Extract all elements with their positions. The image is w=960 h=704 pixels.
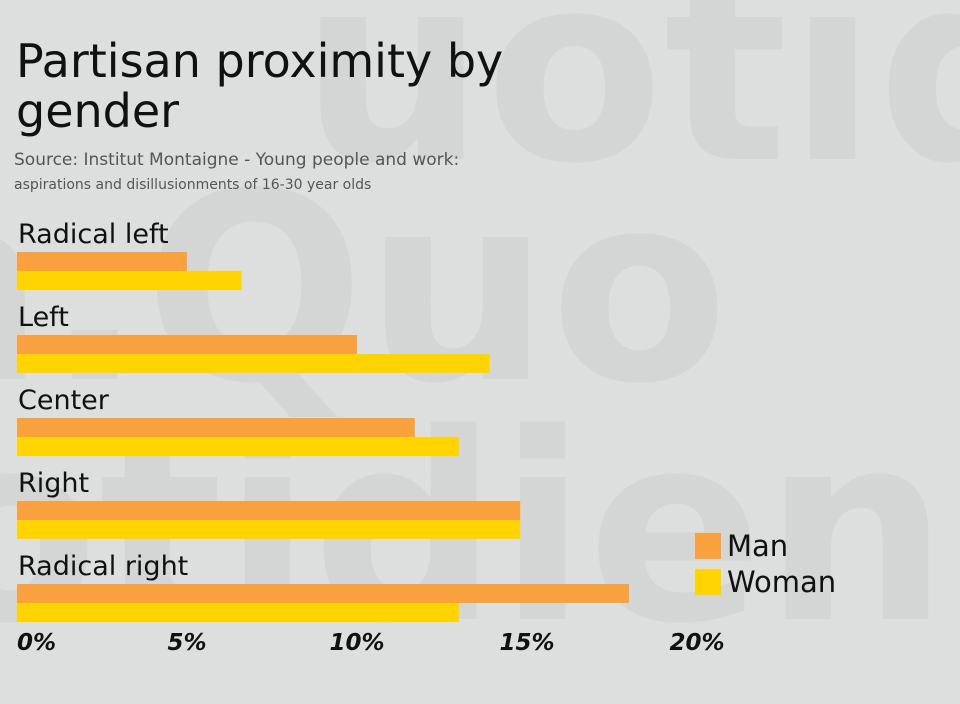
bar-woman-2	[17, 437, 459, 456]
bar-man-1	[17, 335, 357, 354]
x-tick-label-4: 20%	[669, 630, 724, 656]
category-label-4: Radical right	[18, 551, 188, 582]
bar-man-2	[17, 418, 415, 437]
source-line-2: aspirations and disillusionments of 16-3…	[14, 177, 372, 193]
category-label-1: Left	[18, 302, 69, 333]
bar-man-0	[17, 252, 187, 271]
x-tick-label-0: 0%	[17, 630, 56, 656]
legend-item-man: Man	[695, 528, 836, 564]
chart-title: Partisan proximity by gender	[16, 34, 504, 138]
legend-item-woman: Woman	[695, 564, 836, 600]
category-label-2: Center	[18, 385, 110, 416]
x-tick-label-1: 5%	[167, 630, 206, 656]
bar-man-3	[17, 501, 521, 520]
x-tick-label-3: 15%	[499, 630, 554, 656]
bar-woman-3	[17, 520, 521, 539]
legend-swatch-woman	[695, 569, 721, 595]
bar-woman-1	[17, 354, 490, 373]
x-tick-label-2: 10%	[329, 630, 384, 656]
category-label-3: Right	[18, 468, 89, 499]
bar-woman-4	[17, 603, 459, 622]
chart-legend: Man Woman	[695, 528, 836, 600]
legend-label-man: Man	[727, 529, 789, 563]
bar-chart: Radical left Left Center Right Radical right…	[17, 219, 725, 656]
category-label-0: Radical left	[18, 219, 169, 250]
bar-woman-0	[17, 271, 242, 290]
legend-swatch-man	[695, 533, 721, 559]
bar-man-4	[17, 584, 629, 603]
source-line-1: Source: Institut Montaigne - Young peopl…	[14, 150, 460, 170]
legend-label-woman: Woman	[727, 565, 837, 599]
